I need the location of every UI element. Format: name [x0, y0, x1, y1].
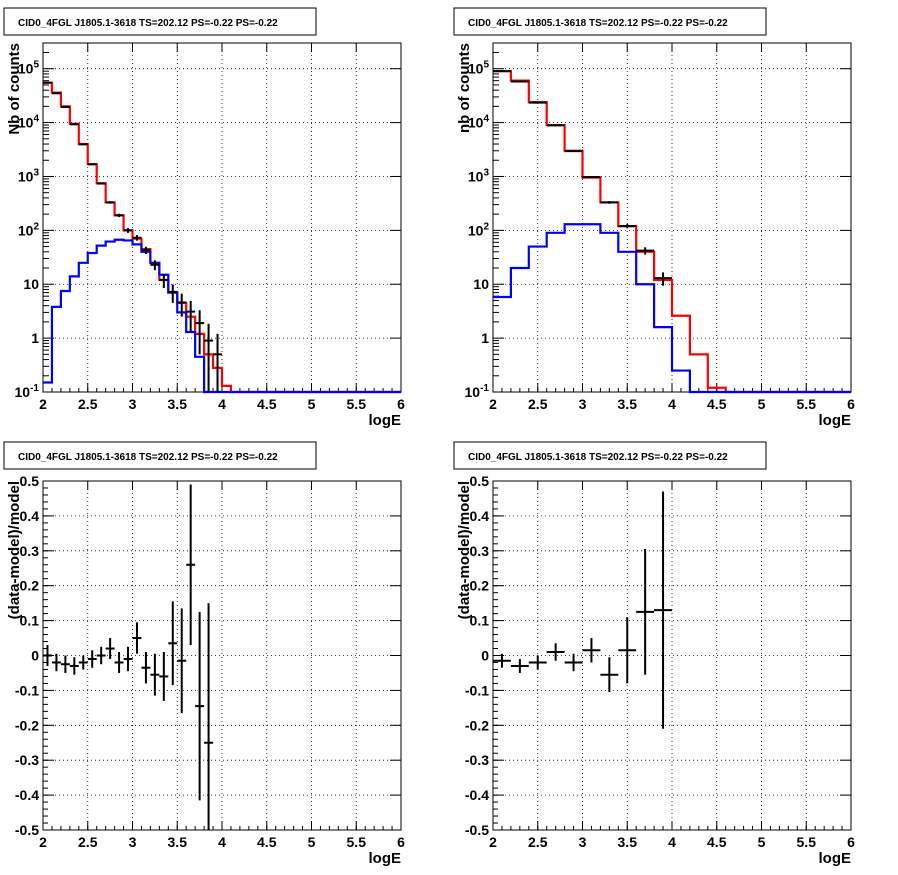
x-tick-label: 2.5: [528, 834, 548, 850]
y-tick-label: 10: [23, 276, 39, 292]
y-tick-label: -0.4: [465, 787, 489, 803]
x-tick-label: 4.5: [257, 396, 277, 412]
y-tick-label: 103: [468, 167, 490, 184]
y-tick-label: 0.1: [470, 613, 490, 629]
x-tick-label: 5: [758, 396, 766, 412]
title-box: [453, 441, 767, 470]
x-tick-label: 2.5: [528, 396, 548, 412]
x-tick-label: 6: [847, 834, 855, 850]
y-tick-label: 1: [31, 330, 39, 346]
y-tick-label: 0: [31, 648, 39, 664]
histogram-source-model-blue: [493, 223, 851, 394]
x-tick-label: 6: [397, 834, 405, 850]
x-axis-label: logE: [369, 850, 402, 867]
x-tick-label: 5: [308, 396, 316, 412]
chart-title: CID0_4FGL J1805.1-3618 TS=202.12 PS=-0.2…: [468, 452, 728, 463]
x-tick-label: 3.5: [168, 396, 188, 412]
x-tick-label: 2.5: [78, 834, 98, 850]
x-tick-label: 2: [489, 834, 497, 850]
plot-frame: [492, 480, 852, 831]
y-tick-label: 0.4: [20, 508, 40, 524]
y-tick-label: 105: [468, 60, 490, 77]
y-tick-label: -0.4: [15, 787, 39, 803]
y-tick-label: -0.1: [15, 682, 39, 698]
chart-title: CID0_4FGL J1805.1-3618 TS=202.12 PS=-0.2…: [18, 18, 278, 29]
y-axis-label: (data-model)/model: [456, 481, 473, 619]
x-tick-label: 4: [668, 834, 676, 850]
x-tick-label: 4: [668, 396, 676, 412]
x-tick-label: 2.5: [78, 396, 98, 412]
y-tick-label: -0.3: [15, 752, 39, 768]
y-tick-label: 0.5: [470, 473, 490, 489]
x-tick-label: 2: [489, 396, 497, 412]
x-tick-label: 3: [579, 834, 587, 850]
panel-top-left-counts: CID0_4FGL J1805.1-3618 TS=202.12 PS=-0.2…: [3, 7, 405, 429]
x-tick-label: 2: [39, 834, 47, 850]
x-tick-label: 4: [218, 396, 226, 412]
x-tick-label: 3: [129, 396, 137, 412]
panel-bottom-right-residuals: CID0_4FGL J1805.1-3618 TS=202.12 PS=-0.2…: [453, 441, 855, 867]
y-axis-label: (data-model)/model: [6, 481, 23, 619]
y-axis-label: Nb of counts: [6, 43, 23, 135]
x-tick-label: 5.5: [797, 834, 817, 850]
x-tick-label: 6: [397, 396, 405, 412]
y-tick-label: 1: [481, 330, 489, 346]
title-box: [3, 7, 317, 36]
y-tick-label: 0.5: [20, 473, 40, 489]
y-tick-label: 104: [468, 114, 490, 131]
histogram-source-model-blue: [43, 238, 401, 394]
y-tick-label: 10-1: [15, 383, 40, 400]
x-tick-label: 5: [758, 834, 766, 850]
x-tick-label: 3.5: [618, 834, 638, 850]
x-axis-label: logE: [369, 412, 402, 429]
y-tick-label: -0.2: [15, 717, 39, 733]
x-tick-label: 5.5: [797, 396, 817, 412]
x-tick-label: 6: [847, 396, 855, 412]
x-tick-label: 3: [579, 396, 587, 412]
y-tick-label: -0.1: [465, 682, 489, 698]
y-tick-label: 10: [473, 276, 489, 292]
y-tick-label: 0.3: [20, 543, 40, 559]
chart-title: CID0_4FGL J1805.1-3618 TS=202.12 PS=-0.2…: [468, 18, 728, 29]
x-tick-label: 4: [218, 834, 226, 850]
y-tick-label: -0.5: [15, 822, 39, 838]
x-axis-label: logE: [819, 412, 852, 429]
y-tick-label: 102: [18, 221, 40, 238]
y-tick-label: 102: [468, 221, 490, 238]
y-tick-label: 103: [18, 167, 40, 184]
y-tick-label: 0.4: [470, 508, 490, 524]
panel-top-right-counts: CID0_4FGL J1805.1-3618 TS=202.12 PS=-0.2…: [453, 7, 855, 429]
chart-title: CID0_4FGL J1805.1-3618 TS=202.12 PS=-0.2…: [18, 452, 278, 463]
y-tick-label: -0.3: [465, 752, 489, 768]
x-tick-label: 3.5: [168, 834, 188, 850]
panel-bottom-left-residuals: CID0_4FGL J1805.1-3618 TS=202.12 PS=-0.2…: [3, 441, 405, 867]
y-tick-label: -0.2: [465, 717, 489, 733]
x-tick-label: 3.5: [618, 396, 638, 412]
y-tick-label: 0.3: [470, 543, 490, 559]
y-axis-label: nb of counts: [456, 43, 473, 133]
y-tick-label: 0.2: [20, 578, 40, 594]
x-tick-label: 3: [129, 834, 137, 850]
x-tick-label: 4.5: [707, 834, 727, 850]
y-tick-label: -0.5: [465, 822, 489, 838]
x-axis-label: logE: [819, 850, 852, 867]
y-tick-label: 10-1: [465, 383, 490, 400]
x-tick-label: 5: [308, 834, 316, 850]
x-tick-label: 4.5: [257, 834, 277, 850]
y-tick-label: 105: [18, 60, 40, 77]
y-tick-label: 104: [18, 114, 40, 131]
y-tick-label: 0.1: [20, 613, 40, 629]
x-tick-label: 5.5: [347, 834, 367, 850]
y-tick-label: 0.2: [470, 578, 490, 594]
y-tick-label: 0: [481, 648, 489, 664]
title-box: [3, 441, 317, 470]
x-tick-label: 4.5: [707, 396, 727, 412]
title-box: [453, 7, 767, 36]
x-tick-label: 5.5: [347, 396, 367, 412]
x-tick-label: 2: [39, 396, 47, 412]
